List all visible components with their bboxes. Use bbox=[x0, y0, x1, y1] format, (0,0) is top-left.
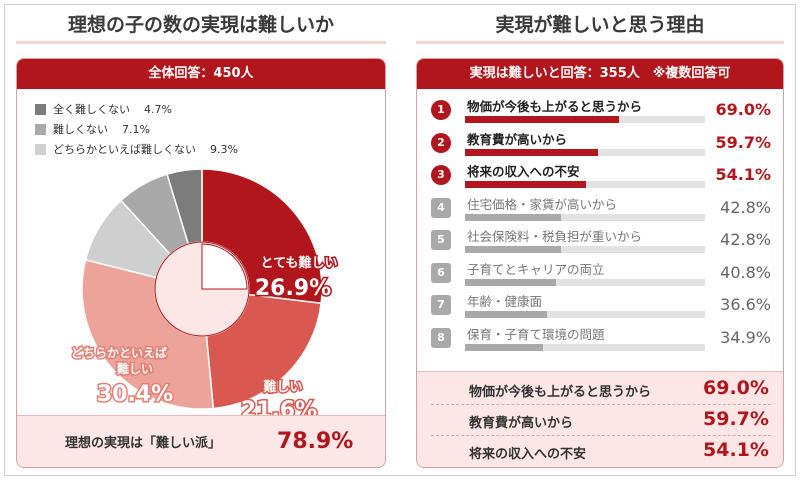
bar-track bbox=[465, 278, 705, 286]
bar bbox=[465, 213, 561, 221]
bar bbox=[465, 148, 599, 156]
rank-badge: 4 bbox=[431, 197, 451, 218]
summary-divider bbox=[431, 404, 771, 405]
reason-row: 8 保育・子育て環境の問題 34.9% bbox=[431, 323, 771, 355]
rank-badge: 8 bbox=[431, 327, 451, 348]
rank-badge: 1 bbox=[431, 100, 451, 120]
difficult-total-value: 78.9% bbox=[277, 429, 354, 454]
rank-badge: 3 bbox=[431, 165, 451, 185]
slice-label-value: 21.6% bbox=[241, 398, 317, 417]
bar bbox=[465, 311, 547, 318]
reason-label: 子育てとキャリアの両立 bbox=[467, 261, 605, 277]
bar-track bbox=[465, 181, 705, 188]
bar-value-label: 59.7% bbox=[715, 132, 771, 152]
legend-value: 9.3% bbox=[210, 142, 238, 156]
legend-name: どちらかといえば難しくない bbox=[53, 143, 196, 156]
bar bbox=[465, 246, 561, 253]
slice-label-name: 難しい bbox=[263, 379, 302, 395]
bar-track bbox=[465, 246, 705, 253]
summary-value: 54.1% bbox=[703, 439, 769, 461]
summary-value: 59.7% bbox=[703, 408, 769, 430]
reason-row: 6 子育てとキャリアの両立 40.8% bbox=[431, 258, 771, 290]
respondents-header: 全体回答：450人 bbox=[17, 59, 385, 89]
rank-badge: 2 bbox=[431, 132, 451, 153]
legend-swatch bbox=[35, 103, 46, 115]
legend-value: 4.7% bbox=[144, 102, 172, 116]
donut-hole-wedge bbox=[201, 243, 248, 290]
reason-label: 社会保険料・税負担が重いから bbox=[467, 229, 643, 244]
slice-label-name: 難しい bbox=[117, 361, 153, 376]
legend-name: 全く難しくない bbox=[53, 103, 130, 116]
summary-value: 69.0% bbox=[703, 377, 769, 399]
slice-label-name: とても難しい bbox=[261, 255, 338, 271]
reason-label: 将来の収入への不安 bbox=[467, 164, 580, 179]
difficult-total-footer: 理想の実現は「難しい派」 78.9% bbox=[17, 415, 385, 467]
reason-row: 3 将来の収入への不安 54.1% bbox=[431, 160, 771, 192]
bar-value-label: 34.9% bbox=[720, 327, 771, 347]
legend-value: 7.1% bbox=[122, 122, 150, 136]
slice-label-name: どちらかといえば bbox=[71, 345, 167, 360]
slice-label-value: 30.4% bbox=[97, 382, 173, 407]
reason-label: 住宅価格・家賃が高いから bbox=[467, 196, 618, 212]
legend-item: どちらかといえば難しくない 9.3% bbox=[35, 139, 238, 159]
right-panel-title: 実現が難しいと思う理由 bbox=[416, 10, 784, 44]
legend-item: 難しくない 7.1% bbox=[35, 119, 238, 139]
reason-label: 教育費が高いから bbox=[467, 131, 568, 147]
legend-item: 全く難しくない 4.7% bbox=[35, 99, 238, 119]
top-reasons-summary: 物価が今後も上がると思うから 69.0% 教育費が高いから 59.7% 将来の収… bbox=[417, 371, 783, 467]
rank-badge: 5 bbox=[431, 230, 451, 250]
difficult-total-label: 理想の実現は「難しい派」 bbox=[65, 436, 222, 451]
bar bbox=[465, 278, 557, 286]
bar-track bbox=[465, 148, 705, 156]
reason-row: 5 社会保険料・税負担が重いから 42.8% bbox=[431, 225, 771, 257]
summary-label: 教育費が高いから bbox=[469, 416, 574, 431]
left-panel-title: 理想の子の数の実現は難しいか bbox=[16, 10, 386, 44]
bar-value-label: 40.8% bbox=[720, 262, 771, 282]
bar-value-label: 69.0% bbox=[715, 100, 771, 119]
donut-chart-card: 全体回答：450人 とても難しい 26.9% 難しい 21.6% どちらかといえば 難しい… bbox=[16, 58, 386, 468]
summary-divider bbox=[431, 435, 771, 436]
bar-value-label: 36.6% bbox=[720, 295, 771, 314]
rank-badge: 7 bbox=[431, 295, 451, 315]
bar-track bbox=[465, 311, 705, 318]
chart-legend: 全く難しくない 4.7% 難しくない 7.1% どちらかといえば難しくない 9.… bbox=[35, 99, 238, 159]
bar-track bbox=[465, 213, 705, 221]
reason-row: 1 物価が今後も上がると思うから 69.0% bbox=[431, 95, 771, 127]
bar bbox=[465, 116, 619, 123]
bar-value-label: 42.8% bbox=[720, 230, 771, 249]
bar-track bbox=[465, 343, 705, 351]
reason-label: 年齢・健康面 bbox=[467, 294, 543, 309]
reasons-header: 実現は難しいと回答：355人 ※複数回答可 bbox=[417, 59, 783, 89]
reason-label: 保育・子育て環境の問題 bbox=[467, 326, 605, 342]
bar-value-label: 42.8% bbox=[720, 197, 771, 217]
slice-label-value: 26.9% bbox=[255, 276, 331, 301]
summary-row: 将来の収入への不安 54.1% bbox=[431, 436, 771, 467]
legend-name: 難しくない bbox=[53, 123, 108, 136]
rank-badge: 6 bbox=[431, 262, 451, 283]
summary-label: 物価が今後も上がると思うから bbox=[469, 385, 652, 400]
legend-swatch bbox=[35, 123, 46, 135]
legend-swatch bbox=[35, 143, 46, 155]
reason-row: 4 住宅価格・家賃が高いから 42.8% bbox=[431, 193, 771, 225]
summary-row: 教育費が高いから 59.7% bbox=[431, 405, 771, 436]
summary-label: 将来の収入への不安 bbox=[469, 447, 587, 462]
reason-label: 物価が今後も上がると思うから bbox=[467, 99, 643, 114]
bar-track bbox=[465, 116, 705, 123]
bar-value-label: 54.1% bbox=[715, 165, 771, 184]
bar bbox=[465, 343, 543, 351]
reason-row: 7 年齢・健康面 36.6% bbox=[431, 290, 771, 322]
reasons-card: 実現は難しいと回答：355人 ※複数回答可 1 物価が今後も上がると思うから 69.… bbox=[416, 58, 784, 468]
reason-row: 2 教育費が高いから 59.7% bbox=[431, 128, 771, 160]
bar bbox=[465, 181, 586, 188]
summary-row: 物価が今後も上がると思うから 69.0% bbox=[431, 374, 771, 405]
